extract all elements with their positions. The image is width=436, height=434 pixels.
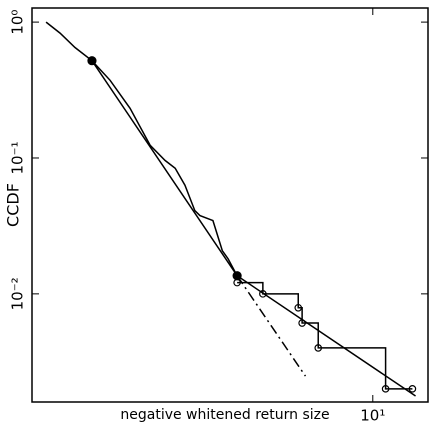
- point: [232, 271, 242, 281]
- y-axis-label: CCDF: [4, 183, 23, 227]
- x-tick-label: 10¹: [360, 407, 385, 425]
- point: [408, 385, 417, 393]
- point: [381, 385, 390, 393]
- y-tick-label: 10⁻¹: [9, 141, 27, 174]
- series-line: [236, 275, 416, 397]
- plot-frame: [31, 7, 429, 403]
- point: [294, 303, 303, 312]
- point: [314, 344, 323, 352]
- x-axis-label: negative whitened return size: [120, 407, 329, 423]
- series-line: [91, 60, 238, 277]
- point: [259, 290, 267, 298]
- y-tick-label: 10⁻²: [9, 277, 27, 310]
- point: [87, 56, 97, 66]
- y-tick-label: 10⁰: [9, 10, 27, 35]
- series-line: [237, 281, 413, 390]
- series-line: [236, 275, 307, 377]
- series-line: [45, 21, 238, 277]
